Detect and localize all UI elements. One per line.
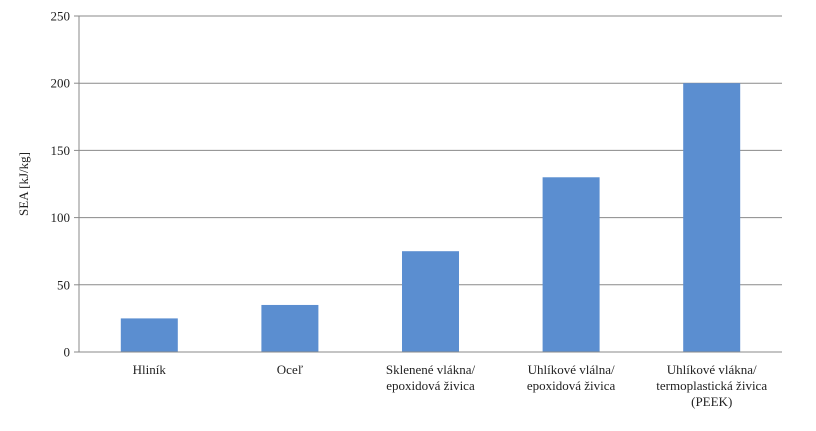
x-category-label: Hliník xyxy=(133,362,167,377)
y-axis-title: SEA [kJ/kg] xyxy=(16,152,31,216)
x-category-label: Uhlíkové vlálna/epoxidová živica xyxy=(527,362,616,393)
bars xyxy=(120,83,741,352)
y-tick-label: 50 xyxy=(57,277,70,292)
y-tick-label: 150 xyxy=(51,143,71,158)
y-axis-ticks: 0 50 100 150 200 250 xyxy=(51,9,79,360)
y-tick-label: 200 xyxy=(51,76,71,91)
bar xyxy=(120,318,178,352)
x-category-label: Uhlíkové vlákna/termoplastická živica (PE… xyxy=(656,362,767,409)
y-tick-label: 0 xyxy=(64,345,71,360)
x-axis-labels: Hliník Oceľ Sklenené vlákna/epoxidová živi… xyxy=(133,362,768,409)
bar xyxy=(402,251,459,352)
bar xyxy=(261,304,319,352)
bar xyxy=(542,177,600,352)
x-category-label: Sklenené vlákna/epoxidová živica xyxy=(386,362,476,393)
y-tick-label: 250 xyxy=(51,9,71,24)
x-category-label: Oceľ xyxy=(277,362,304,377)
y-tick-label: 100 xyxy=(51,210,71,225)
bar xyxy=(683,83,741,352)
gridlines xyxy=(79,15,782,286)
